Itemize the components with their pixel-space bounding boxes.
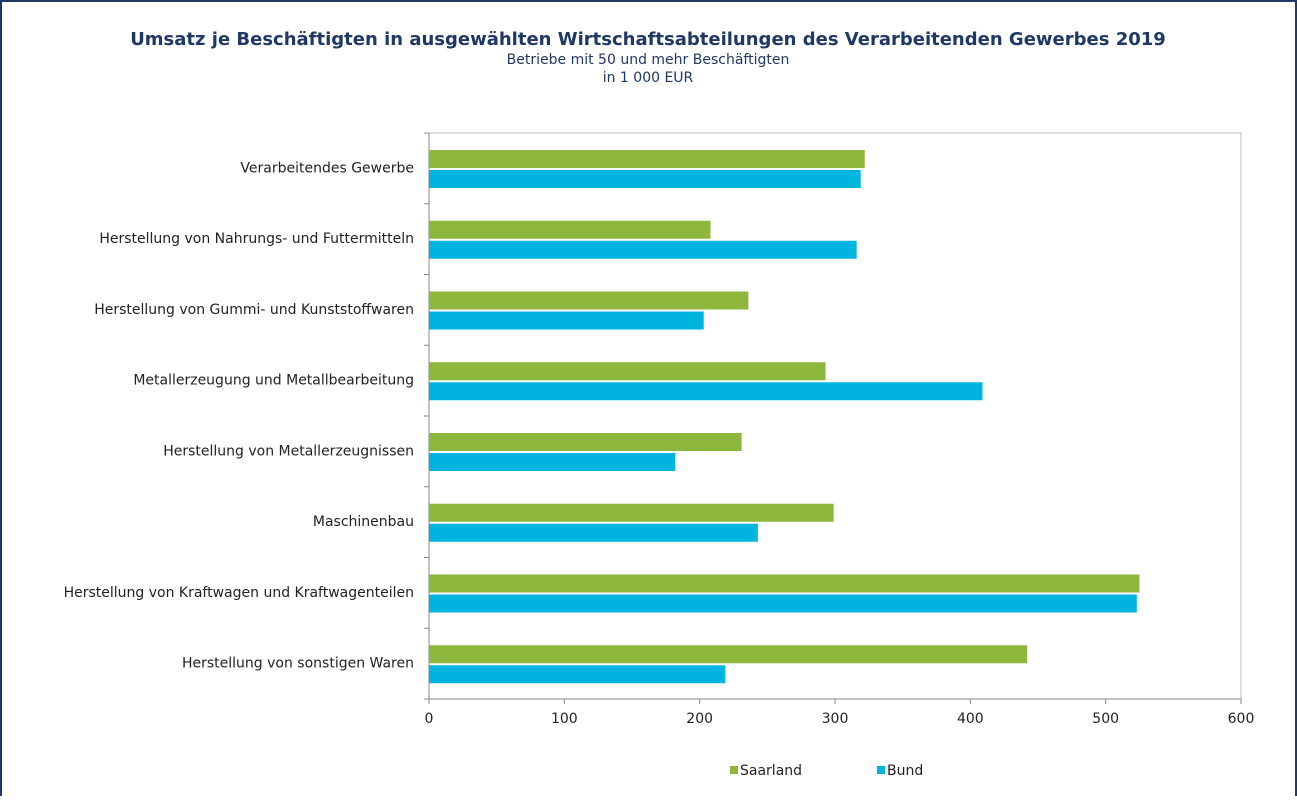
y-tick-label: Verarbeitendes Gewerbe [240, 160, 414, 176]
legend-swatch [730, 766, 738, 774]
y-tick-label: Herstellung von Nahrungs- und Futtermitt… [99, 231, 414, 247]
x-tick-label: 100 [551, 711, 578, 727]
legend-swatch [877, 766, 885, 774]
y-tick-label: Maschinenbau [313, 514, 414, 530]
chart-title: Umsatz je Beschäftigten in ausgewählten … [130, 29, 1166, 50]
bar [429, 574, 1140, 593]
bar [429, 594, 1137, 613]
bar [429, 665, 726, 684]
bar [429, 362, 826, 381]
y-tick-label: Herstellung von sonstigen Waren [182, 656, 414, 672]
bar [429, 240, 857, 259]
bar [429, 645, 1028, 664]
y-tick-label: Herstellung von Metallerzeugnissen [163, 443, 414, 459]
legend-label: Bund [887, 763, 923, 779]
y-tick-label: Metallerzeugung und Metallbearbeitung [133, 373, 414, 389]
bar [429, 503, 834, 522]
y-tick-label: Herstellung von Gummi- und Kunststoffwar… [94, 302, 414, 318]
subtitle: in 1 000 EUR [603, 70, 694, 86]
bar [429, 170, 861, 188]
x-tick-label: 0 [425, 711, 434, 727]
y-tick-label: Herstellung von Kraftwagen und Kraftwage… [64, 585, 414, 601]
x-tick-label: 200 [686, 711, 713, 727]
x-tick-label: 300 [822, 711, 849, 727]
x-tick-label: 500 [1092, 711, 1119, 727]
bar [429, 220, 711, 239]
bar [429, 150, 865, 168]
x-tick-label: 600 [1228, 711, 1255, 727]
bar [429, 433, 742, 451]
bar [429, 453, 676, 471]
bar [429, 523, 758, 542]
bar [429, 311, 704, 330]
x-tick-label: 400 [957, 711, 984, 727]
bar [429, 291, 749, 310]
bar [429, 382, 983, 401]
subtitle: Betriebe mit 50 und mehr Beschäftigten [507, 52, 790, 68]
legend-label: Saarland [740, 763, 802, 779]
